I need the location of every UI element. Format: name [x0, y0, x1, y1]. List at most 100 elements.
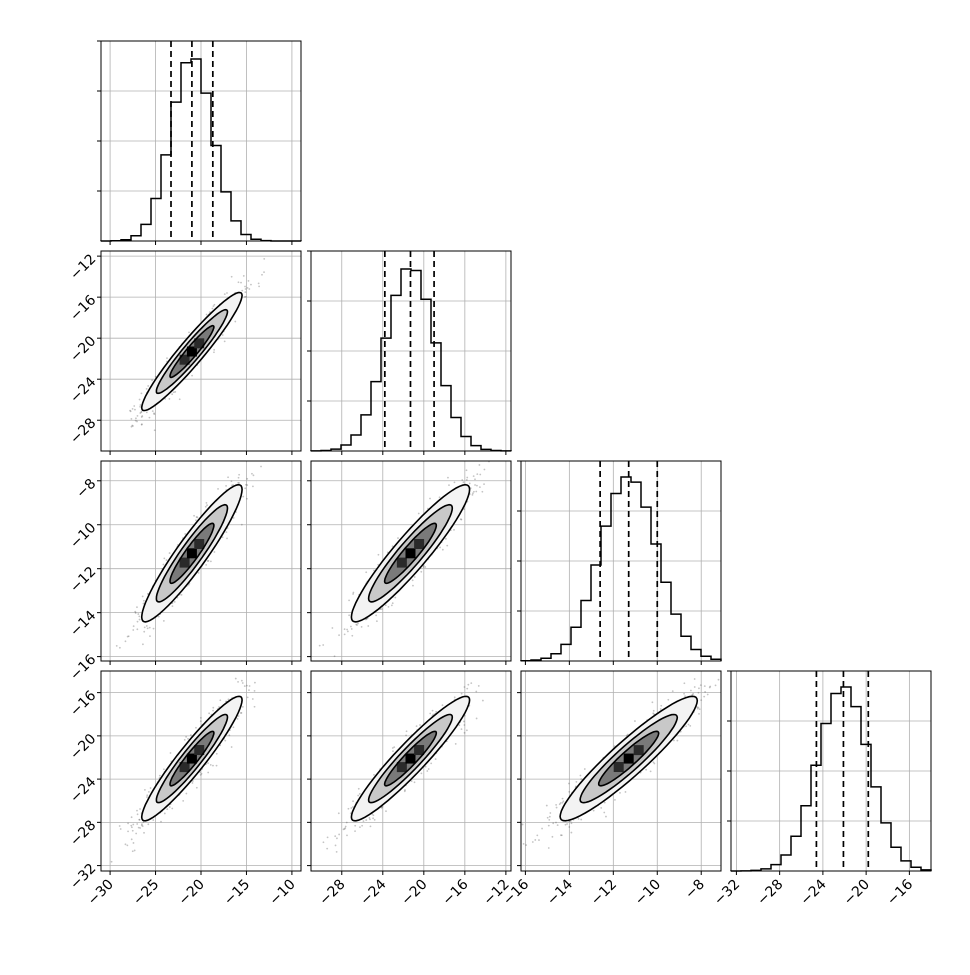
sample-point — [240, 712, 243, 714]
sample-point — [348, 614, 351, 617]
sample-point — [454, 743, 457, 745]
sample-point — [209, 560, 212, 563]
sample-point — [446, 544, 449, 547]
sample-point — [141, 825, 144, 828]
sample-point — [466, 476, 469, 479]
sample-point — [206, 560, 209, 562]
sample-point — [475, 490, 478, 493]
sample-point — [244, 291, 247, 294]
sample-point — [478, 464, 481, 466]
sample-point — [354, 830, 356, 832]
sample-point — [183, 738, 186, 741]
sample-point — [130, 826, 133, 829]
sample-point — [130, 417, 133, 420]
sample-point — [417, 512, 420, 515]
sample-point — [146, 627, 149, 630]
sample-point — [362, 820, 365, 823]
sample-point — [136, 606, 138, 609]
sample-point — [667, 698, 670, 701]
sample-point — [199, 774, 202, 776]
sample-point — [143, 630, 146, 633]
sample-point — [338, 833, 341, 836]
sample-point — [570, 822, 573, 825]
sample-point — [140, 411, 143, 414]
sample-point — [685, 725, 687, 728]
sample-point — [213, 551, 216, 553]
sample-point — [355, 623, 358, 626]
sample-point — [346, 834, 348, 837]
sample-point — [397, 537, 399, 539]
sample-point — [447, 476, 449, 479]
sample-point — [475, 690, 478, 693]
sample-point — [139, 412, 142, 414]
panel-frame — [310, 460, 512, 662]
sample-point — [143, 626, 146, 629]
sample-point — [580, 818, 583, 821]
x-tick-label: −10 — [632, 877, 664, 909]
sample-point — [420, 570, 423, 573]
sample-point — [375, 614, 378, 617]
sample-point — [193, 514, 195, 517]
scatter-panel — [100, 250, 302, 452]
sample-point — [545, 804, 548, 807]
sample-point — [244, 285, 246, 288]
sample-point — [221, 536, 224, 539]
sample-point — [258, 285, 260, 288]
sample-point — [160, 820, 162, 823]
sample-point — [163, 557, 166, 560]
density-peak — [613, 762, 624, 773]
sample-point — [253, 689, 256, 692]
panel-frame — [730, 670, 932, 872]
sample-point — [687, 723, 690, 726]
sample-point — [439, 546, 441, 549]
sample-point — [246, 477, 249, 480]
sample-point — [136, 420, 138, 423]
sample-point — [351, 634, 354, 637]
sample-point — [191, 374, 193, 377]
sample-point — [536, 834, 539, 837]
histogram-steps — [520, 476, 722, 662]
sample-point — [248, 689, 250, 692]
sample-point — [495, 458, 497, 460]
sample-point — [331, 627, 334, 629]
sample-point — [173, 600, 176, 603]
density-peak — [623, 753, 634, 764]
sample-point — [130, 816, 133, 819]
density-contour — [597, 730, 660, 787]
density-peak — [186, 753, 197, 764]
sample-point — [139, 405, 142, 408]
sample-point — [476, 484, 478, 487]
y-tick-label: −24 — [67, 374, 99, 406]
sample-point — [698, 708, 701, 710]
sample-point — [361, 824, 364, 827]
y-tick-label: −20 — [67, 333, 99, 365]
sample-point — [147, 385, 150, 387]
sample-point — [561, 801, 564, 804]
sample-point — [139, 404, 142, 406]
sample-point — [652, 712, 655, 715]
sample-point — [448, 484, 450, 486]
sample-point — [483, 483, 485, 486]
sample-point — [120, 665, 122, 667]
sample-point — [460, 692, 463, 695]
sample-point — [162, 620, 165, 622]
sample-point — [344, 825, 347, 828]
sample-point — [522, 842, 525, 845]
sample-point — [246, 497, 248, 500]
sample-point — [352, 800, 354, 803]
sample-point — [459, 518, 462, 521]
sample-point — [207, 559, 210, 562]
sample-point — [318, 644, 321, 647]
sample-point — [168, 398, 171, 400]
sample-point — [118, 825, 121, 827]
sample-point — [652, 709, 655, 712]
sample-point — [212, 764, 214, 767]
sample-point — [230, 746, 233, 748]
sample-point — [689, 725, 692, 727]
sample-point — [205, 564, 208, 566]
sample-point — [415, 725, 418, 728]
sample-point — [334, 844, 337, 847]
sample-point — [230, 480, 233, 483]
sample-point — [131, 850, 134, 853]
